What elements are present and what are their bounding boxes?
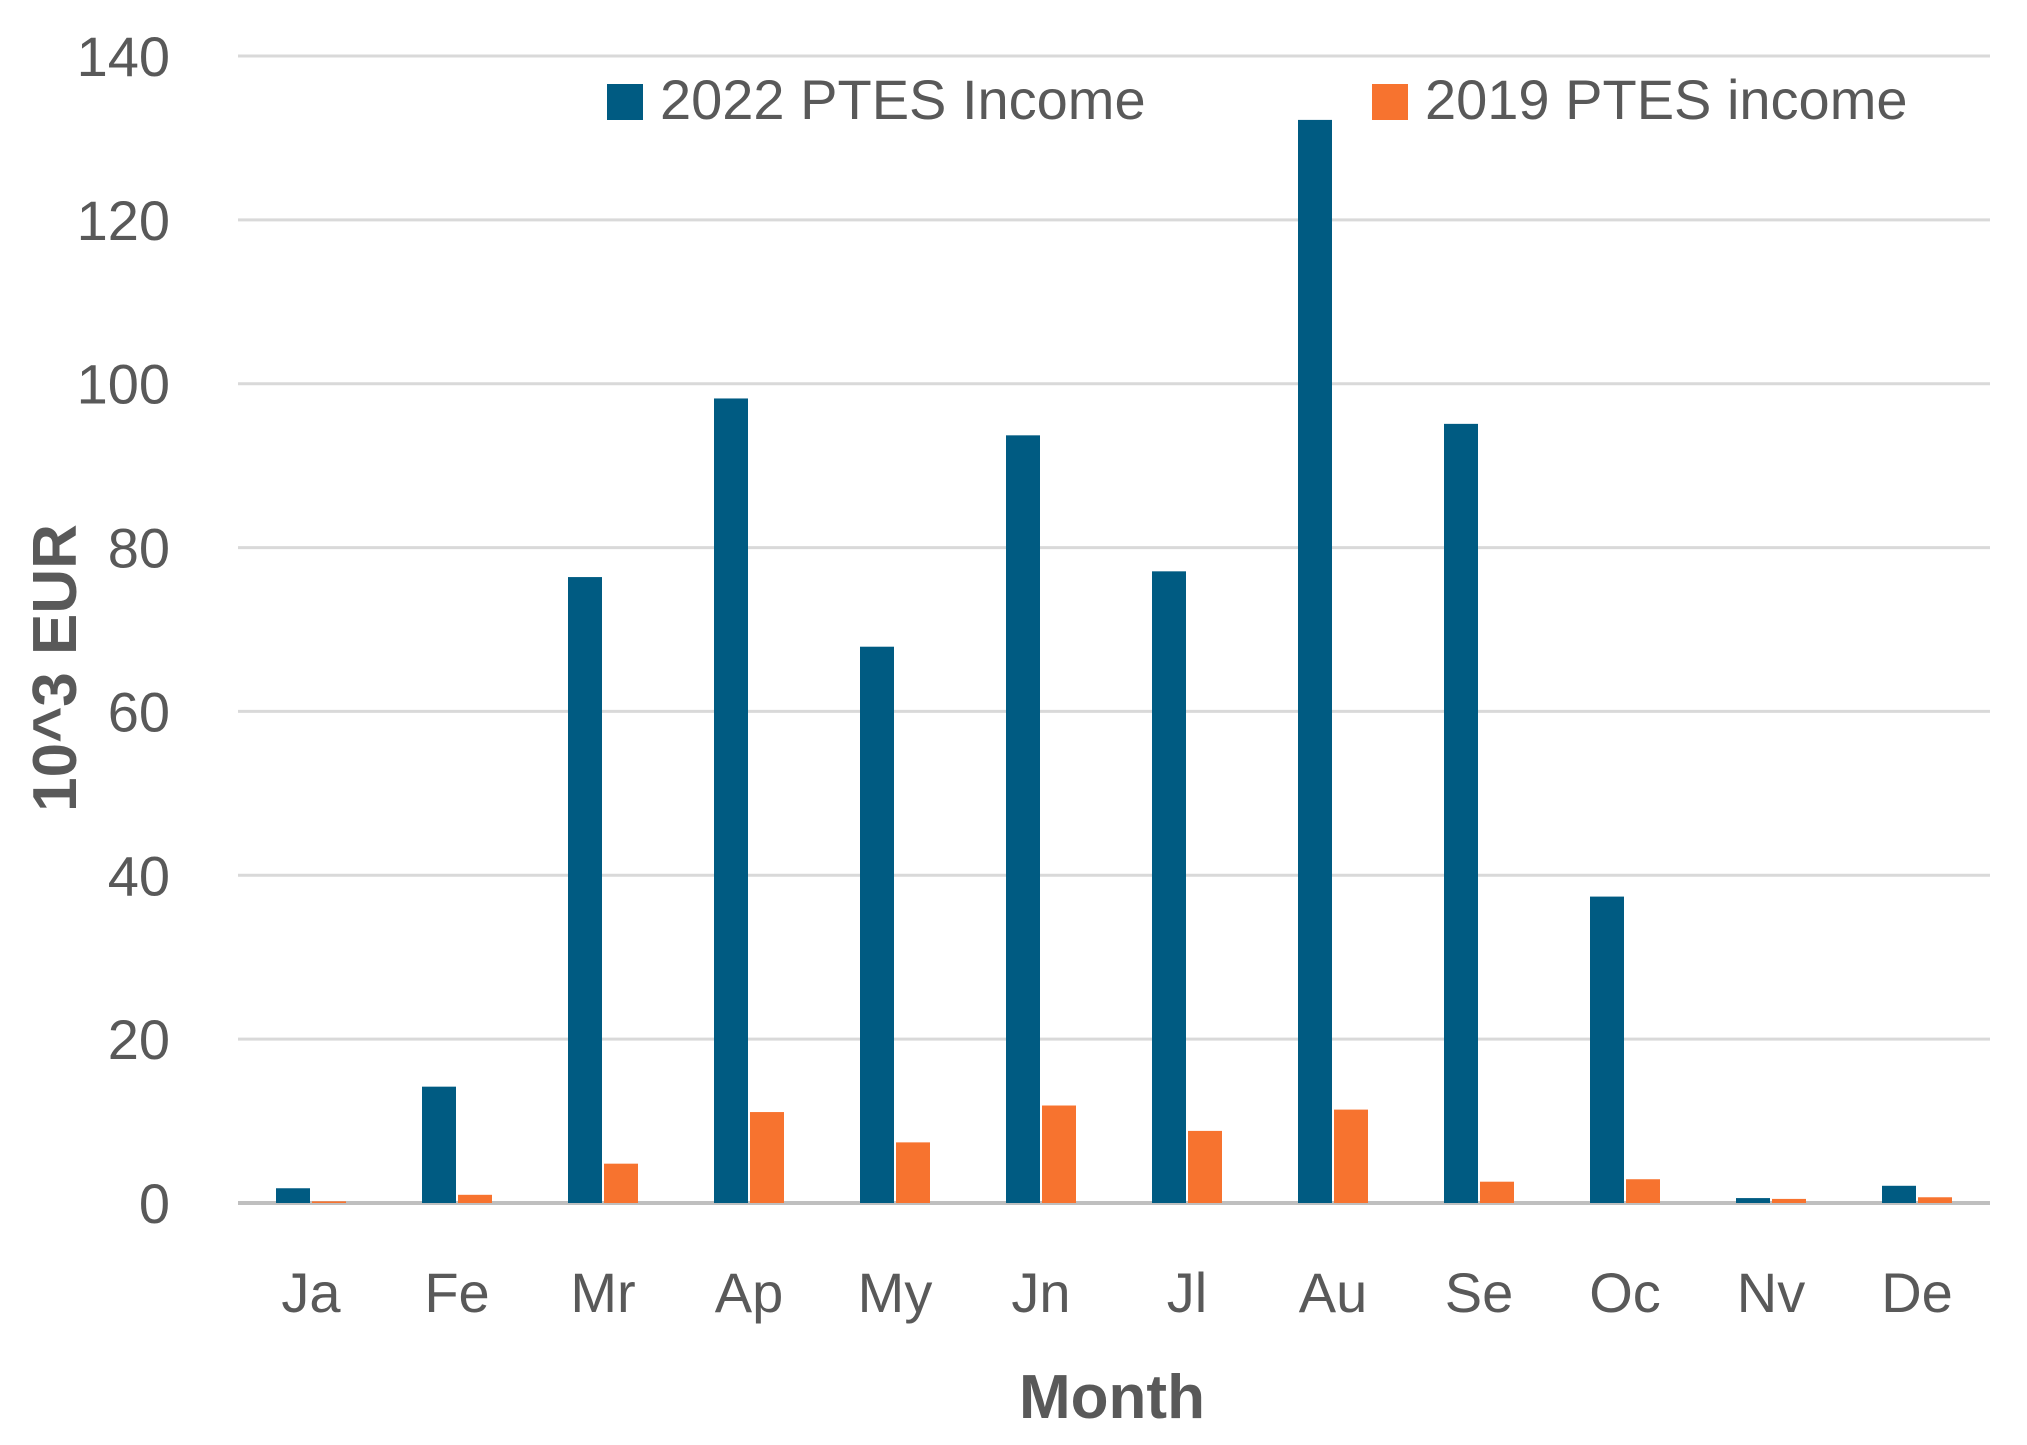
gridlines [238,54,1990,1205]
legend-swatch-2019 [1372,84,1408,120]
bars [276,119,1952,1204]
x-tick-label: De [1881,1261,1953,1324]
y-tick-label: 60 [108,680,170,743]
x-tick-label: Jn [1011,1261,1070,1324]
y-tick-label: 20 [108,1008,170,1071]
bar-2022-Au [1298,119,1332,1203]
x-tick-label: My [858,1261,933,1324]
bar-2019-Nv [1772,1198,1806,1203]
bar-2019-My [896,1142,930,1203]
bar-2022-Se [1444,423,1478,1204]
y-tick-label: 80 [108,517,170,580]
x-tick-label: Nv [1737,1261,1805,1324]
x-tick-label: Fe [424,1261,489,1324]
y-axis-title: 10^3 EUR [21,524,90,812]
y-tick-label: 140 [77,25,170,88]
x-tick-label: Ja [281,1261,341,1324]
bar-2022-Ap [714,398,748,1203]
y-tick-label: 100 [77,353,170,416]
x-axis-title: Month [1019,1363,1205,1432]
x-tick-label: Se [1445,1261,1514,1324]
x-tick-label: Jl [1167,1261,1207,1324]
bar-2022-My [860,646,894,1203]
bar-2019-Ap [750,1112,784,1203]
bar-2019-Jn [1042,1105,1076,1203]
bar-2022-Fe [422,1086,456,1203]
bar-2019-Fe [458,1194,492,1203]
bar-2022-Mr [568,577,602,1203]
bar-2019-De [1918,1197,1952,1203]
bar-2019-Jl [1188,1130,1222,1203]
bar-2022-Nv [1736,1198,1770,1203]
x-tick-label: Au [1299,1261,1368,1324]
bar-2019-Se [1480,1181,1514,1203]
y-tick-label: 0 [139,1172,170,1235]
bar-2019-Mr [604,1163,638,1203]
bar-2022-Jl [1152,571,1186,1203]
bar-2022-Oc [1590,896,1624,1203]
legend-swatch-2022 [607,84,643,120]
legend: 2022 PTES Income 2019 PTES income [607,68,1907,131]
y-tick-label: 40 [108,844,170,907]
bar-2022-Jn [1006,435,1040,1203]
bar-2019-Ja [312,1201,346,1203]
bar-2019-Oc [1626,1179,1660,1203]
x-tick-label: Oc [1589,1261,1661,1324]
bar-2022-Ja [276,1188,310,1203]
axes: 0 20 40 60 80 100 120 140 Ja Fe Mr Ap My Jn Jl Au Se Oc Nv… [77,25,1953,1324]
legend-label-2019: 2019 PTES income [1425,68,1907,131]
bar-2022-De [1882,1185,1916,1203]
y-tick-label: 120 [77,189,170,252]
bar-2019-Au [1334,1109,1368,1203]
x-tick-label: Ap [715,1261,784,1324]
legend-label-2022: 2022 PTES Income [660,68,1146,131]
x-tick-label: Mr [570,1261,635,1324]
